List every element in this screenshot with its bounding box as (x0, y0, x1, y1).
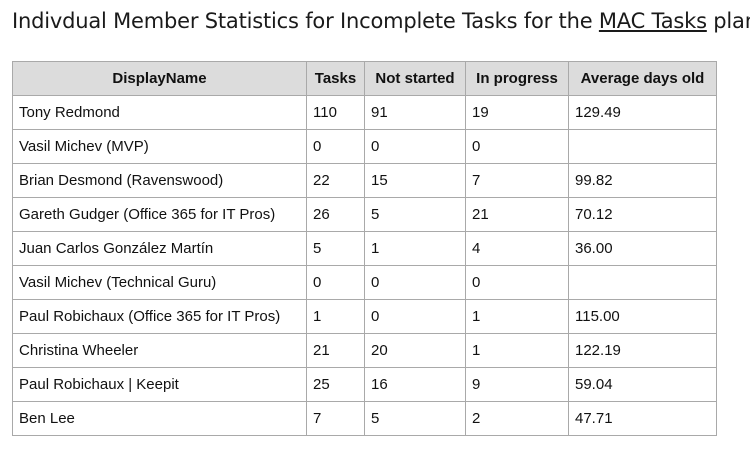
header-average-days-old: Average days old (568, 61, 717, 96)
cell-not-started: 20 (364, 333, 466, 368)
plan-link[interactable]: MAC Tasks (598, 9, 707, 33)
cell-tasks: 7 (306, 401, 365, 436)
cell-average-days-old: 122.19 (568, 333, 717, 368)
cell-average-days-old (568, 129, 717, 164)
cell-displayname: Ben Lee (12, 401, 307, 436)
cell-in-progress: 4 (465, 231, 569, 266)
cell-displayname: Juan Carlos González Martín (12, 231, 307, 266)
cell-average-days-old: 115.00 (568, 299, 717, 334)
table-row: Christina Wheeler 21 20 1 122.19 (12, 333, 717, 368)
cell-average-days-old: 47.71 (568, 401, 717, 436)
cell-not-started: 0 (364, 299, 466, 334)
cell-displayname: Gareth Gudger (Office 365 for IT Pros) (12, 197, 307, 232)
cell-tasks: 0 (306, 265, 365, 300)
cell-not-started: 16 (364, 367, 466, 402)
header-displayname: DisplayName (12, 61, 307, 96)
table-row: Vasil Michev (Technical Guru) 0 0 0 (12, 265, 717, 300)
cell-not-started: 1 (364, 231, 466, 266)
cell-tasks: 21 (306, 333, 365, 368)
header-in-progress: In progress (465, 61, 569, 96)
cell-tasks: 110 (306, 95, 365, 130)
table-header-row: DisplayName Tasks Not started In progres… (12, 61, 717, 96)
table-row: Vasil Michev (MVP) 0 0 0 (12, 129, 717, 164)
cell-tasks: 5 (306, 231, 365, 266)
cell-displayname: Paul Robichaux (Office 365 for IT Pros) (12, 299, 307, 334)
cell-not-started: 91 (364, 95, 466, 130)
cell-tasks: 0 (306, 129, 365, 164)
cell-average-days-old: 70.12 (568, 197, 717, 232)
header-not-started: Not started (364, 61, 466, 96)
cell-in-progress: 9 (465, 367, 569, 402)
cell-average-days-old: 129.49 (568, 95, 717, 130)
table-row: Ben Lee 7 5 2 47.71 (12, 401, 717, 436)
member-stats-table: DisplayName Tasks Not started In progres… (12, 61, 717, 436)
cell-tasks: 22 (306, 163, 365, 198)
page-title: Indivdual Member Statistics for Incomple… (12, 9, 750, 33)
cell-not-started: 5 (364, 401, 466, 436)
cell-in-progress: 0 (465, 265, 569, 300)
table-row: Tony Redmond 110 91 19 129.49 (12, 95, 717, 130)
table-row: Brian Desmond (Ravenswood) 22 15 7 99.82 (12, 163, 717, 198)
cell-in-progress: 0 (465, 129, 569, 164)
cell-in-progress: 21 (465, 197, 569, 232)
cell-in-progress: 19 (465, 95, 569, 130)
table-row: Gareth Gudger (Office 365 for IT Pros) 2… (12, 197, 717, 232)
table-row: Paul Robichaux (Office 365 for IT Pros) … (12, 299, 717, 334)
cell-in-progress: 1 (465, 299, 569, 334)
title-prefix: Indivdual Member Statistics for Incomple… (12, 9, 599, 33)
cell-not-started: 5 (364, 197, 466, 232)
table-row: Juan Carlos González Martín 5 1 4 36.00 (12, 231, 717, 266)
cell-in-progress: 1 (465, 333, 569, 368)
cell-tasks: 26 (306, 197, 365, 232)
cell-displayname: Paul Robichaux | Keepit (12, 367, 307, 402)
cell-average-days-old: 99.82 (568, 163, 717, 198)
cell-not-started: 0 (364, 265, 466, 300)
cell-tasks: 25 (306, 367, 365, 402)
cell-displayname: Tony Redmond (12, 95, 307, 130)
cell-average-days-old: 36.00 (568, 231, 717, 266)
cell-tasks: 1 (306, 299, 365, 334)
header-tasks: Tasks (306, 61, 365, 96)
table-row: Paul Robichaux | Keepit 25 16 9 59.04 (12, 367, 717, 402)
cell-not-started: 15 (364, 163, 466, 198)
cell-in-progress: 7 (465, 163, 569, 198)
cell-displayname: Vasil Michev (Technical Guru) (12, 265, 307, 300)
cell-displayname: Brian Desmond (Ravenswood) (12, 163, 307, 198)
title-suffix: plan (713, 9, 750, 33)
cell-displayname: Vasil Michev (MVP) (12, 129, 307, 164)
cell-not-started: 0 (364, 129, 466, 164)
cell-average-days-old (568, 265, 717, 300)
cell-in-progress: 2 (465, 401, 569, 436)
cell-average-days-old: 59.04 (568, 367, 717, 402)
cell-displayname: Christina Wheeler (12, 333, 307, 368)
